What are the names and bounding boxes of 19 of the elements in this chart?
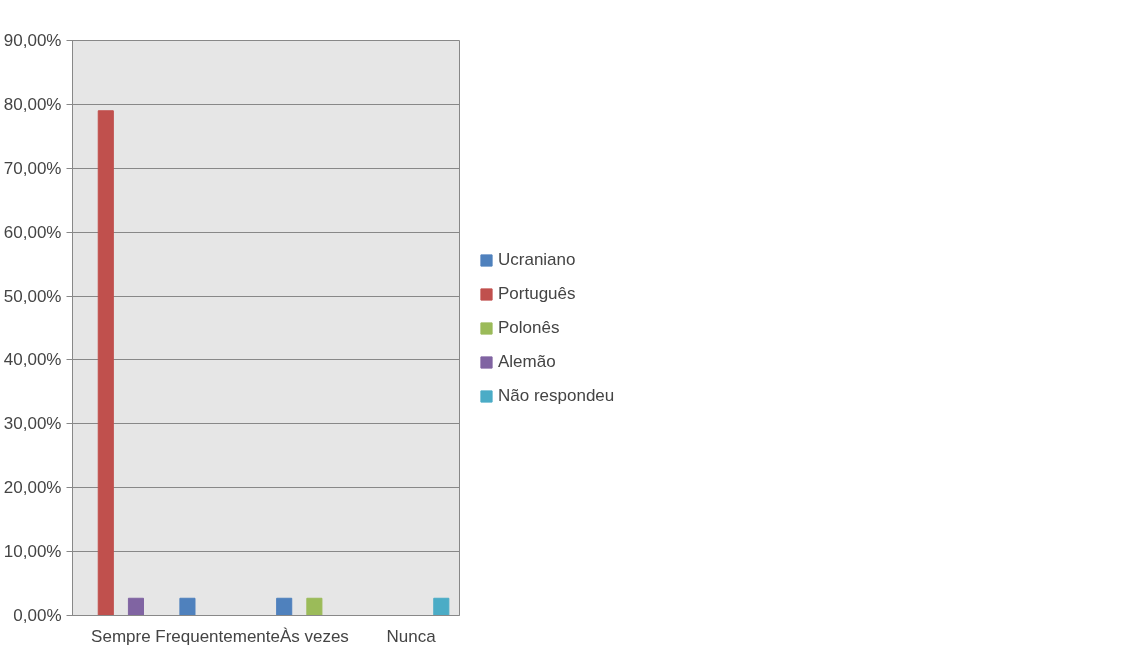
y-tick-label: 0,00% (13, 606, 62, 625)
y-tick-label: 40,00% (3, 350, 62, 370)
legend-label: Alemão (498, 351, 556, 372)
x-tick-label: Sempre (91, 626, 151, 646)
x-tick-label: Às vezes (279, 626, 349, 646)
y-tick-label: 20,00% (3, 478, 62, 498)
y-tick-label: 60,00% (3, 222, 62, 242)
legend-label: Não respondeu (498, 385, 615, 406)
legend-label: Português (498, 283, 576, 304)
y-tick-label: 80,00% (3, 94, 62, 114)
y-tick-label: 70,00% (3, 158, 62, 178)
legend-label: Ucraniano (498, 249, 576, 270)
legend-label: Polonês (498, 317, 560, 338)
y-tick-label: 90,00% (3, 31, 62, 50)
x-tick-label: Frequentemente (155, 626, 280, 646)
y-tick-label: 10,00% (3, 542, 62, 562)
x-tick-label: Nunca (386, 626, 437, 646)
y-tick-label: 50,00% (3, 286, 62, 306)
y-tick-label: 30,00% (3, 414, 62, 434)
